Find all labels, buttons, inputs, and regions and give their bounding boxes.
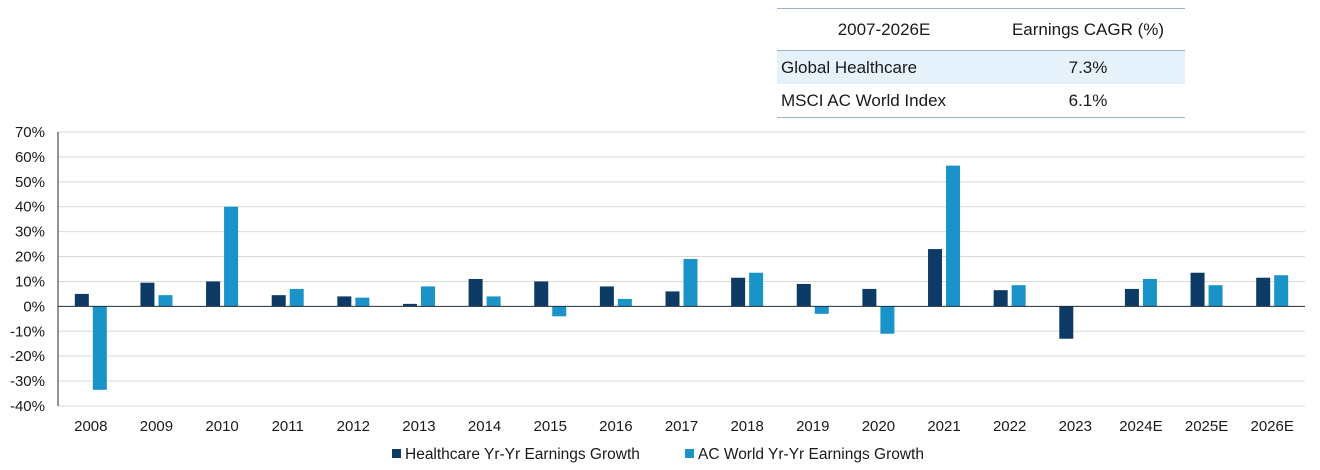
x-tick-label: 2016 [599,418,632,435]
bar-acworld [880,306,895,334]
bar-healthcare [928,249,943,307]
y-tick-label: 0% [23,298,45,315]
bar-healthcare [862,288,877,307]
y-tick-label: 10% [15,273,45,290]
bar-healthcare [74,293,89,307]
bar-acworld [1208,285,1223,307]
table-row: MSCI AC World Index 6.1% [777,84,1185,118]
x-tick-label: 2022 [993,418,1026,435]
x-tick-label: 2023 [1059,418,1092,435]
bar-acworld [683,259,698,307]
y-tick-label: 70% [15,124,45,141]
table-header-row: 2007-2026E Earnings CAGR (%) [777,8,1185,51]
y-tick-label: 30% [15,224,45,241]
table-cell-name: Global Healthcare [777,50,992,84]
table-cell-value: 7.3% [991,50,1185,84]
bar-healthcare [140,282,155,307]
bar-acworld [92,306,107,390]
y-axis-ticks: 70% 60% 50% 40% 30% 20% 10% 0% -10% -20% -30% -40% [10,124,45,415]
x-tick-label: 2010 [205,418,238,435]
x-tick-label: 2011 [272,418,304,435]
y-tick-label: -30% [10,373,45,390]
x-tick-label: 2009 [140,418,173,435]
bar-healthcare [468,278,483,307]
bar-healthcare [534,281,549,307]
x-tick-label: 2019 [796,418,829,435]
bar-acworld [158,295,173,307]
y-tick-label: 60% [15,149,45,166]
x-tick-label: 2020 [862,418,895,435]
y-tick-label: 20% [15,249,45,266]
table-cell-value: 6.1% [991,84,1185,118]
bar-healthcare [599,286,614,307]
bar-healthcare [402,303,417,307]
x-tick-label: 2013 [402,418,435,435]
bar-healthcare [1059,306,1074,339]
y-tick-label: -10% [10,323,45,340]
bar-acworld [486,296,501,307]
x-tick-label: 2026E [1250,418,1293,435]
y-tick-label: 40% [15,199,45,216]
bar-healthcare [271,295,286,307]
bar-acworld [355,297,370,307]
y-tick-label: -40% [10,398,45,415]
bar-healthcare [337,296,352,307]
legend-label-healthcare: Healthcare Yr-Yr Earnings Growth [405,446,640,463]
bar-acworld [1142,278,1157,307]
x-tick-label: 2017 [665,418,698,435]
y-tick-label: 50% [15,174,45,191]
legend-swatch-healthcare [392,449,401,458]
x-tick-label: 2018 [730,418,763,435]
bar-acworld [749,272,764,307]
bar-healthcare [206,281,221,307]
table-cell-name: MSCI AC World Index [777,84,992,118]
bar-healthcare [1124,288,1139,307]
x-tick-label: 2021 [927,418,960,435]
bar-healthcare [1190,272,1205,307]
bar-acworld [946,165,961,307]
y-tick-label: -20% [10,348,45,365]
bar-acworld [289,288,304,307]
legend: Healthcare Yr-Yr Earnings Growth AC Worl… [392,446,924,463]
bar-healthcare [993,290,1008,307]
bar-healthcare [1256,277,1271,307]
x-axis-ticks: 2008 2009 2010 2011 2012 2013 2014 2015 2016 2017… [74,418,1294,435]
bar-healthcare [796,283,811,307]
cagr-table: 2007-2026E Earnings CAGR (%) Global Heal… [777,8,1185,118]
legend-swatch-acworld [685,449,694,458]
bar-acworld [224,206,239,307]
x-tick-label: 2015 [534,418,567,435]
bar-acworld [617,298,632,307]
bar-healthcare [731,277,746,307]
bar-acworld [552,306,567,317]
x-tick-label: 2008 [74,418,107,435]
table-header-period: 2007-2026E [777,8,992,51]
x-tick-label: 2014 [468,418,501,435]
table-header-cagr: Earnings CAGR (%) [991,8,1185,51]
bar-acworld [1274,275,1289,307]
x-tick-label: 2025E [1185,418,1228,435]
bar-acworld [814,306,829,314]
x-tick-label: 2024E [1119,418,1162,435]
bar-healthcare [665,291,680,307]
bar-acworld [420,286,435,307]
table-row: Global Healthcare 7.3% [777,50,1185,84]
legend-label-acworld: AC World Yr-Yr Earnings Growth [698,446,924,463]
bars [74,165,1289,390]
gridlines [58,131,1305,407]
x-tick-label: 2012 [337,418,370,435]
bar-acworld [1011,285,1026,307]
